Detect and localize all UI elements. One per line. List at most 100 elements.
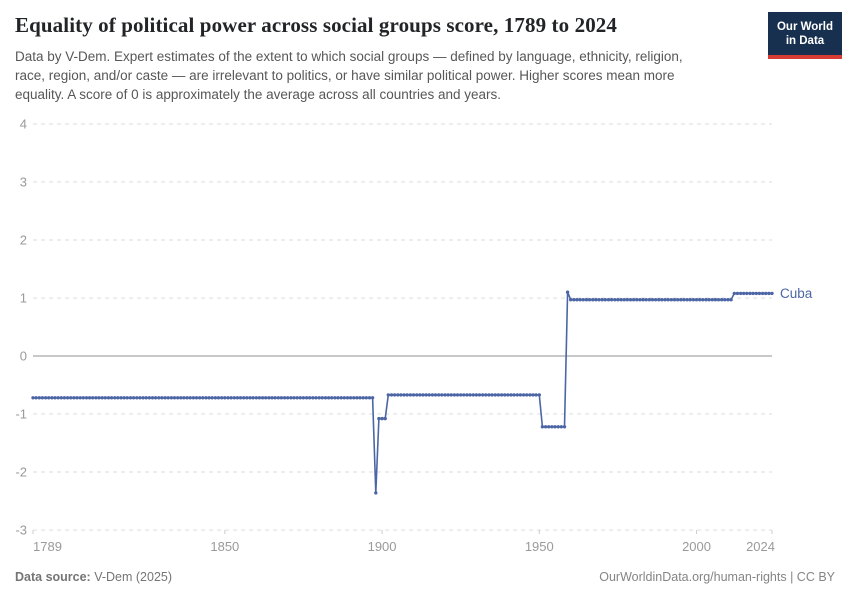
credit-link[interactable]: OurWorldinData.org/human-rights | CC BY — [599, 570, 835, 584]
data-point — [484, 393, 488, 397]
data-point — [320, 396, 324, 400]
data-point — [248, 396, 252, 400]
data-point — [286, 396, 290, 400]
data-point — [345, 396, 350, 400]
data-point — [226, 396, 230, 400]
series-line-cuba[interactable] — [33, 291, 772, 494]
y-axis-label: -2 — [15, 465, 27, 480]
data-point — [638, 298, 642, 302]
data-point — [437, 393, 441, 397]
data-point — [628, 298, 633, 302]
data-point — [364, 396, 368, 400]
y-axis-label: 1 — [20, 291, 27, 306]
data-point — [141, 396, 145, 400]
owid-logo-line2: in Data — [785, 35, 825, 47]
data-point — [663, 298, 667, 302]
data-point — [650, 298, 655, 302]
data-point — [326, 396, 331, 400]
data-point — [342, 396, 346, 400]
data-point — [367, 396, 372, 400]
data-point — [499, 393, 504, 397]
data-point — [411, 393, 416, 397]
data-point — [43, 396, 48, 400]
y-axis-label: 2 — [20, 233, 27, 248]
data-point — [619, 298, 623, 302]
data-point — [704, 298, 708, 302]
data-point — [308, 396, 312, 400]
data-point — [386, 393, 390, 397]
data-point — [53, 396, 57, 400]
data-point — [116, 396, 120, 400]
data-point — [606, 298, 611, 302]
data-point — [707, 298, 711, 302]
data-point — [276, 396, 280, 400]
data-point — [440, 393, 444, 397]
data-point — [641, 298, 645, 302]
data-point — [295, 396, 299, 400]
data-point — [723, 298, 727, 302]
data-point — [238, 396, 243, 400]
data-point — [301, 396, 306, 400]
data-point — [550, 425, 554, 429]
data-point — [160, 396, 164, 400]
data-point — [716, 298, 721, 302]
data-point — [75, 396, 79, 400]
subtitle-line: race, region, and/or caste — are irrelev… — [15, 68, 675, 83]
data-point — [540, 425, 545, 429]
data-point — [267, 396, 271, 400]
data-point — [452, 393, 457, 397]
data-point — [352, 396, 356, 400]
data-point — [87, 396, 92, 400]
data-point — [377, 416, 381, 421]
y-axis-label: 3 — [20, 175, 27, 190]
data-source-label: Data source: — [15, 570, 91, 584]
data-point — [430, 393, 435, 397]
data-point — [361, 396, 365, 400]
data-point — [279, 396, 284, 400]
data-point — [138, 396, 142, 400]
data-point — [657, 298, 661, 302]
data-point — [754, 291, 758, 296]
series-label-cuba[interactable]: Cuba — [780, 286, 813, 301]
data-point — [100, 396, 104, 400]
data-point — [185, 396, 189, 400]
data-point — [330, 396, 334, 400]
data-point — [257, 396, 262, 400]
data-point — [389, 393, 394, 397]
data-point — [543, 425, 548, 429]
data-point — [767, 291, 771, 296]
data-point — [729, 298, 733, 302]
data-point — [562, 425, 567, 429]
data-point — [631, 298, 636, 302]
data-point — [742, 291, 746, 296]
data-point — [600, 298, 604, 302]
data-point — [770, 291, 774, 296]
owid-logo[interactable]: Our World in Data — [768, 12, 842, 59]
data-point — [153, 396, 158, 400]
data-point — [515, 393, 519, 397]
data-point — [135, 396, 139, 400]
x-axis-label: 2000 — [682, 539, 711, 554]
data-point — [113, 396, 117, 400]
data-point — [424, 393, 428, 397]
data-point — [333, 396, 337, 400]
data-point — [229, 396, 233, 400]
data-point — [609, 298, 614, 302]
data-point — [455, 393, 460, 397]
data-point — [254, 396, 258, 400]
subtitle-line: equality. A score of 0 is approximately … — [15, 87, 502, 102]
data-point — [745, 291, 749, 296]
data-point — [474, 393, 479, 397]
data-point — [613, 298, 617, 302]
data-point — [622, 298, 626, 302]
data-point — [166, 396, 170, 400]
data-point — [264, 396, 268, 400]
data-point — [493, 393, 497, 397]
data-point — [163, 396, 167, 400]
data-point — [587, 298, 592, 302]
data-point — [757, 291, 762, 296]
data-point — [446, 393, 450, 397]
data-point — [188, 396, 192, 400]
data-point — [210, 396, 214, 400]
